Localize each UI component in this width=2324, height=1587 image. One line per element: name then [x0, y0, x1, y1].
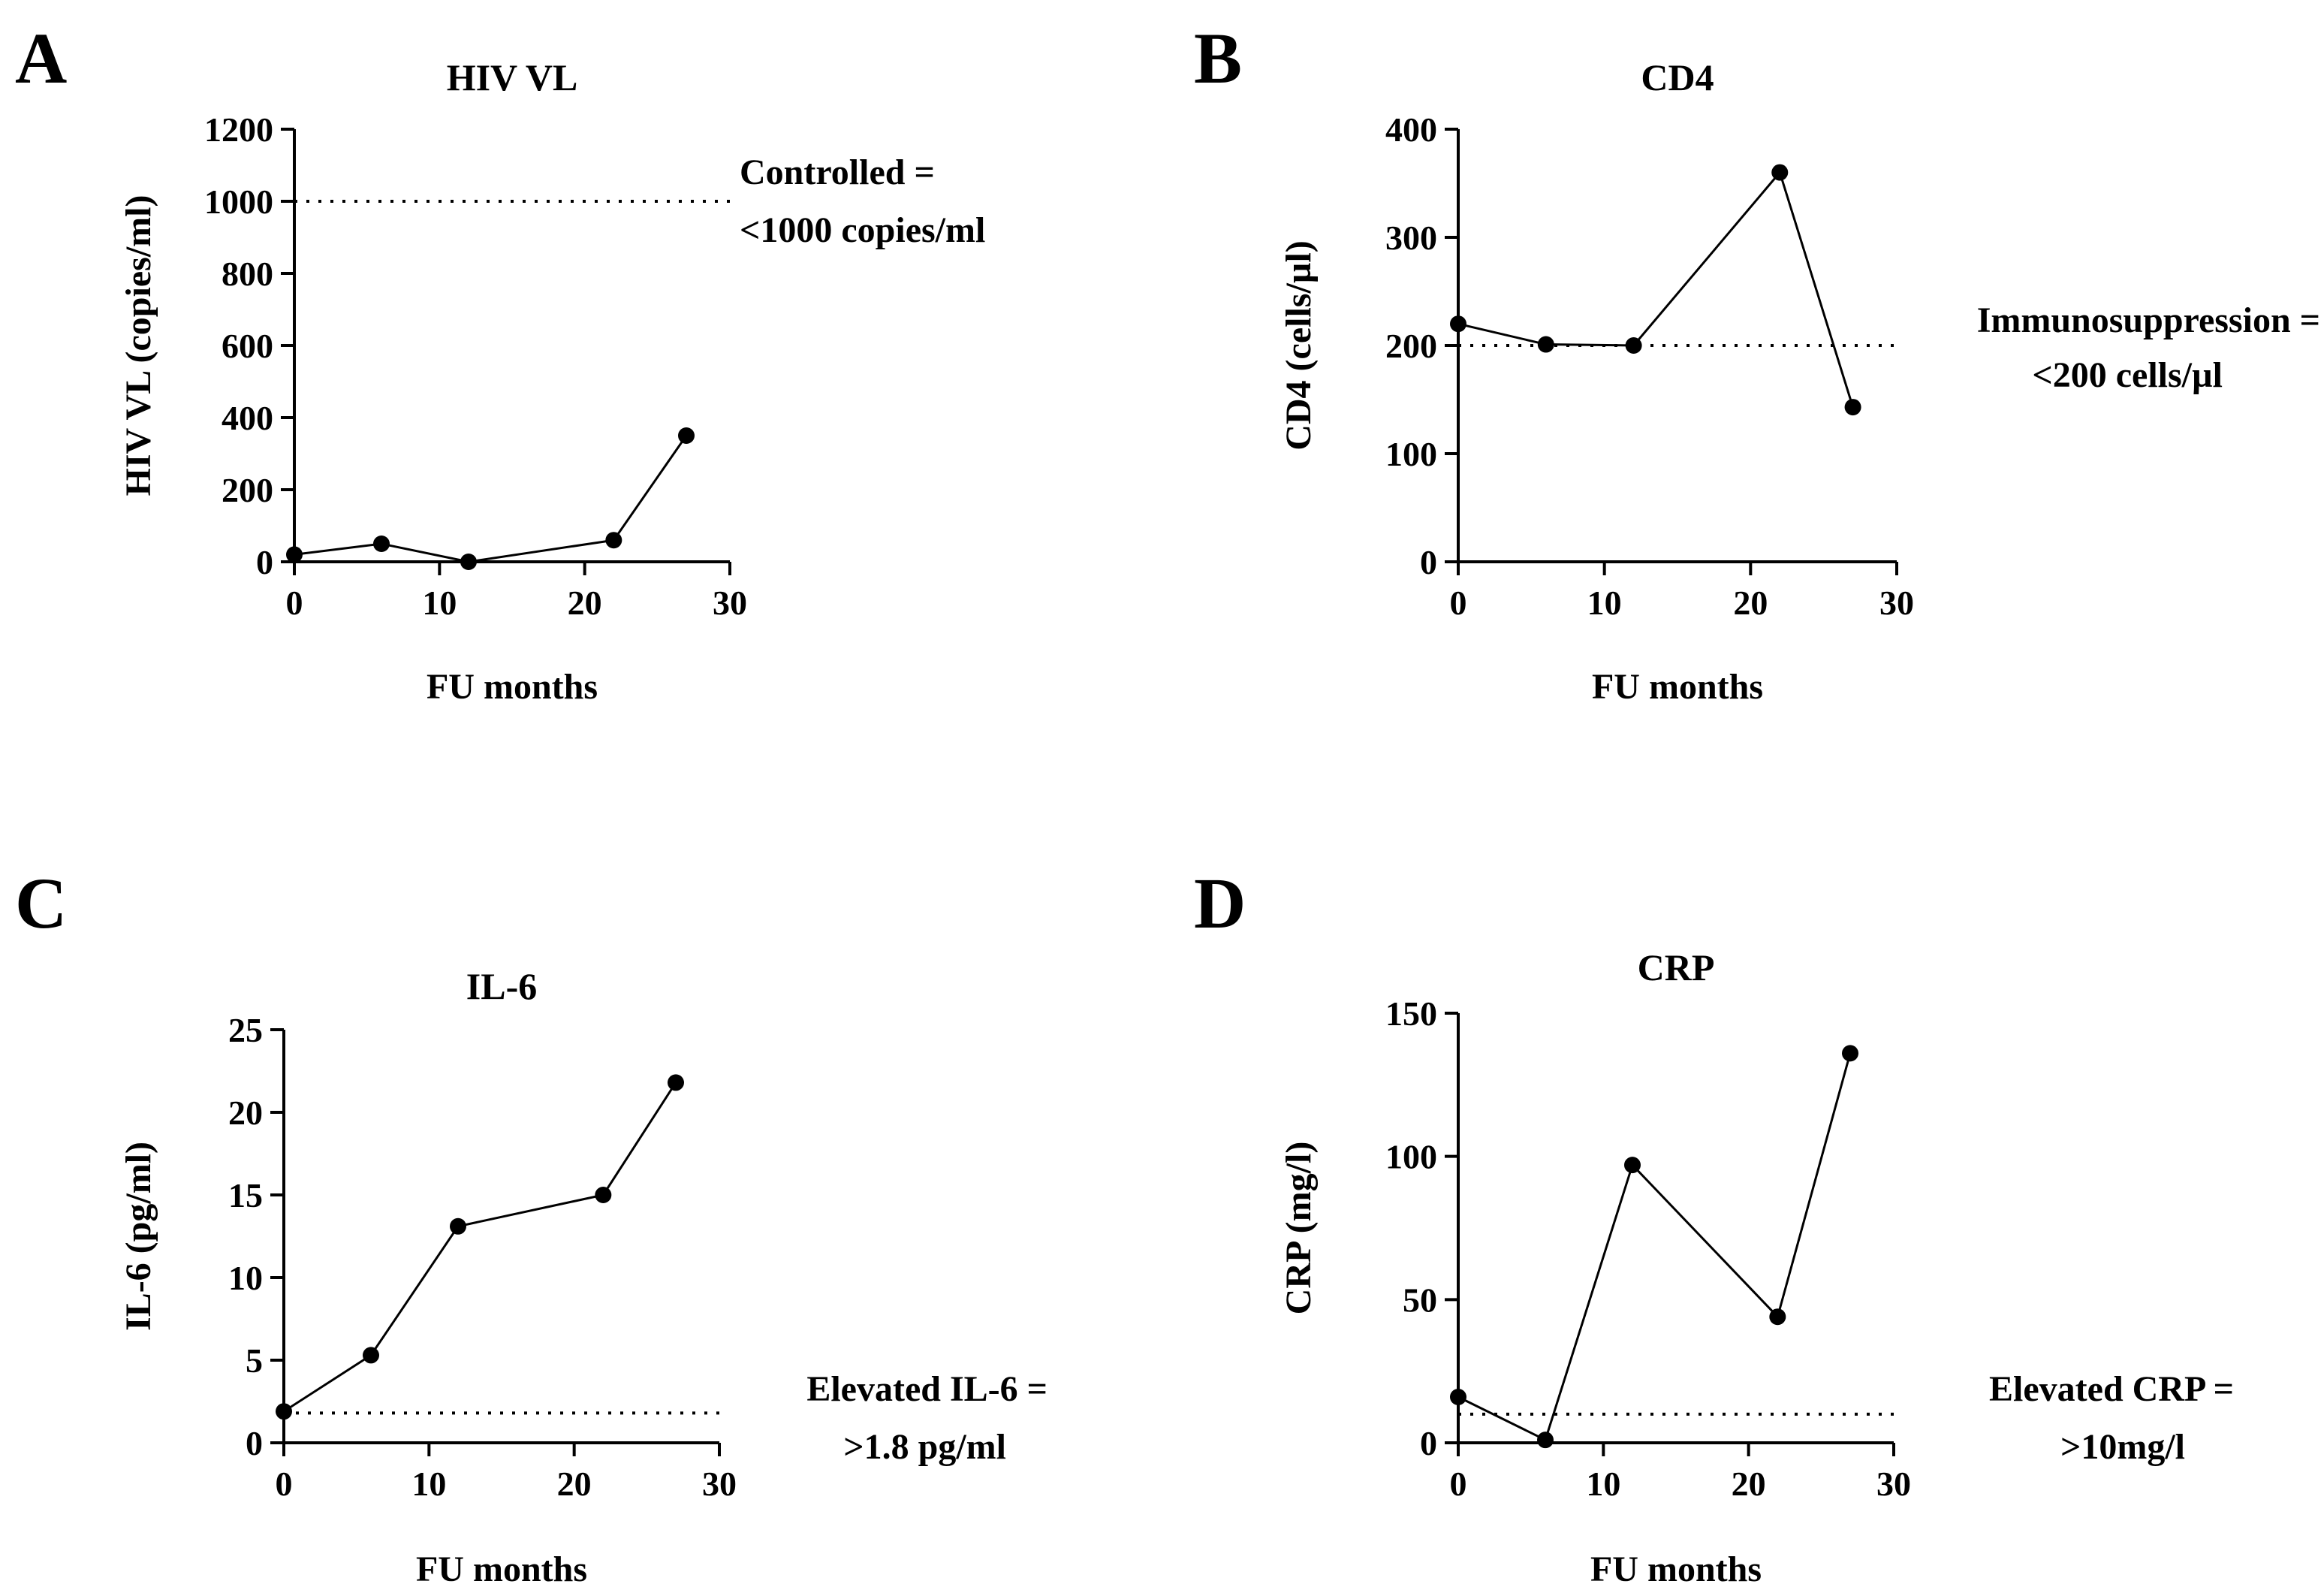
panel-c: C IL-6 0 10 20 30 0 5 10 15 20 25 FU months IL-6 (pg/…	[15, 863, 1047, 1587]
y-tick-label: 0	[1420, 1424, 1437, 1462]
panel-letter-a: A	[15, 18, 67, 98]
panel-a: A HIV VL 0 10 20 30 0 200 400 600 800 1000 1200 FU mo…	[15, 18, 985, 707]
series-line-b	[1457, 170, 1855, 408]
y-tick-label: 50	[1403, 1281, 1437, 1319]
x-tick-label: 20	[1733, 584, 1768, 622]
reference-label-d: >10mg/l	[2060, 1427, 2185, 1467]
x-tick-label: 10	[1587, 584, 1622, 622]
y-tick-label: 1000	[204, 183, 273, 221]
chart-title-a: HIV VL	[447, 56, 578, 98]
y-tick-label: 400	[1385, 110, 1437, 149]
panel-letter-d: D	[1194, 863, 1246, 943]
y-tick-label: 150	[1385, 994, 1437, 1033]
data-point-a	[373, 536, 390, 552]
x-tick-label: 0	[1450, 1465, 1467, 1503]
y-axis-label-d: CRP (mg/l)	[1279, 1142, 1319, 1315]
y-tick-label: 0	[1420, 543, 1437, 581]
reference-label-b: <200 cells/µl	[2032, 355, 2223, 395]
y-axis-label-c: IL-6 (pg/ml)	[119, 1142, 158, 1331]
y-tick-label: 1200	[204, 110, 273, 149]
x-tick-label: 20	[568, 584, 602, 622]
y-axis-label-b: CD4 (cells/µl)	[1279, 240, 1319, 451]
data-point-a	[678, 427, 695, 444]
reference-label-b: Immunosuppression =	[1977, 300, 2320, 340]
series-line-c	[283, 1082, 677, 1413]
panel-letter-b: B	[1194, 18, 1242, 98]
y-tick-label: 20	[228, 1094, 263, 1132]
x-tick-label: 30	[702, 1465, 737, 1503]
y-tick-label: 800	[222, 255, 273, 293]
x-tick-label: 0	[286, 584, 303, 622]
reference-label-c: Elevated IL-6 =	[806, 1369, 1047, 1409]
data-point-c	[668, 1074, 684, 1091]
chart-title-b: CD4	[1641, 56, 1714, 98]
y-tick-label: 0	[246, 1424, 263, 1462]
panel-letter-c: C	[15, 863, 67, 943]
data-point-d	[1537, 1432, 1554, 1449]
x-tick-label: 10	[422, 584, 457, 622]
reference-label-d: Elevated CRP =	[1989, 1369, 2234, 1409]
y-tick-label: 200	[222, 471, 273, 509]
y-tick-label: 100	[1385, 1138, 1437, 1176]
x-axis-label-d: FU months	[1590, 1549, 1762, 1587]
data-point-b	[1450, 315, 1466, 333]
data-point-b	[1537, 336, 1554, 353]
reference-label-a: Controlled =	[740, 152, 935, 192]
data-point-b	[1625, 337, 1642, 354]
chart-title-d: CRP	[1638, 946, 1715, 988]
y-tick-label: 0	[256, 543, 273, 581]
data-point-d	[1769, 1308, 1786, 1326]
data-point-c	[595, 1187, 612, 1203]
x-axis-label-a: FU months	[427, 667, 598, 707]
x-axis-label-c: FU months	[416, 1549, 587, 1587]
x-tick-label: 0	[276, 1465, 293, 1503]
y-tick-label: 100	[1385, 435, 1437, 473]
y-axis-label-a: HIV VL (copies/ml)	[119, 195, 158, 496]
y-tick-label: 5	[246, 1341, 263, 1380]
panel-d: D CRP 0 10 20 30 0 50 100 150 FU months CRP (mg/l) E…	[1194, 863, 2234, 1587]
x-axis-label-b: FU months	[1592, 667, 1763, 707]
series-line-a	[294, 435, 688, 563]
y-tick-label: 10	[228, 1259, 263, 1297]
data-point-c	[450, 1217, 466, 1235]
data-point-a	[286, 546, 303, 563]
x-tick-label: 30	[1879, 584, 1914, 622]
x-tick-label: 30	[1876, 1465, 1911, 1503]
chart-title-c: IL-6	[466, 965, 537, 1007]
data-point-d	[1842, 1045, 1858, 1062]
y-tick-label: 300	[1385, 219, 1437, 257]
data-point-c	[363, 1347, 379, 1364]
y-tick-label: 25	[228, 1011, 263, 1049]
data-point-a	[605, 532, 622, 549]
x-tick-label: 30	[713, 584, 747, 622]
x-tick-label: 0	[1450, 584, 1467, 622]
reference-label-c: >1.8 pg/ml	[843, 1427, 1006, 1467]
y-tick-label: 200	[1385, 327, 1437, 365]
data-point-b	[1844, 399, 1861, 416]
x-tick-label: 20	[1732, 1465, 1766, 1503]
y-tick-label: 15	[228, 1176, 263, 1214]
x-tick-label: 10	[1586, 1465, 1620, 1503]
y-tick-label: 400	[222, 399, 273, 437]
data-point-b	[1771, 164, 1789, 181]
data-point-d	[1450, 1388, 1466, 1405]
data-point-c	[276, 1403, 292, 1420]
x-tick-label: 20	[557, 1465, 592, 1503]
data-point-a	[460, 554, 477, 570]
series-line-d	[1457, 1052, 1852, 1442]
x-tick-label: 10	[411, 1465, 446, 1503]
reference-label-a: <1000 copies/ml	[740, 210, 985, 250]
data-point-d	[1624, 1157, 1641, 1174]
y-tick-label: 600	[222, 327, 273, 365]
